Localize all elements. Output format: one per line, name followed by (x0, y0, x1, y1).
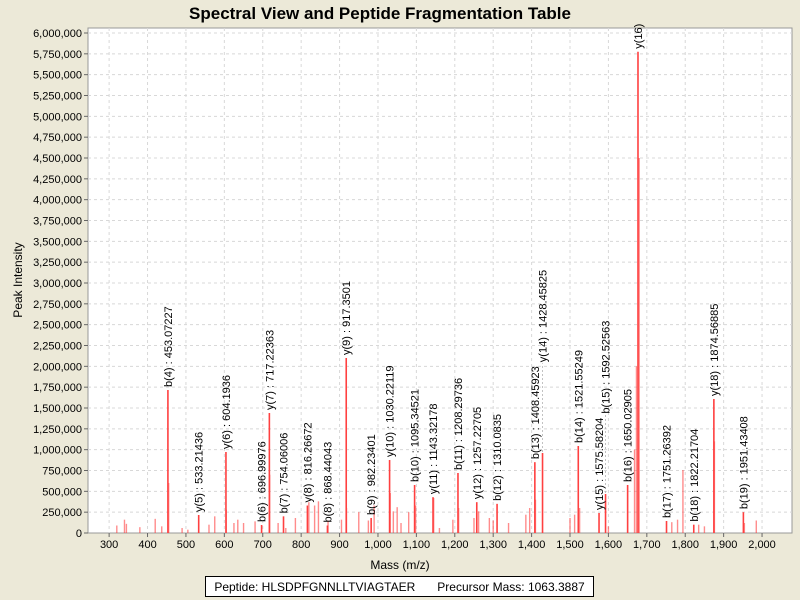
peak-annotation: b(12) : 1310.0835 (492, 414, 504, 501)
y-tick-label: 2,000,000 (33, 361, 82, 373)
peptide-sequence: Peptide: HLSDPFGNNLLTVIAGTAER (214, 579, 416, 594)
y-tick-label: 4,750,000 (33, 132, 82, 144)
y-tick-label: 2,250,000 (33, 341, 82, 353)
peak-annotation: b(16) : 1650.02905 (623, 389, 635, 482)
x-tick-label: 1,300 (479, 539, 507, 551)
y-tick-label: 4,250,000 (33, 174, 82, 186)
y-tick-label: 6,000,000 (33, 28, 82, 40)
peak-labels: b(4) : 453.07227 y(5) : 533.21436 y(6) : 6… (163, 24, 750, 523)
chart-title: Spectral View and Peptide Fragmentation … (189, 4, 571, 23)
peak-annotation: y(12) : 1257.22705 (472, 407, 484, 499)
peak-annotation: b(13) : 1408.45923 (530, 366, 542, 459)
y-tick-label: 3,500,000 (33, 236, 82, 248)
x-tick-label: 1,500 (556, 539, 584, 551)
y-tick-label: 3,250,000 (33, 257, 82, 269)
y-tick-label: 2,750,000 (33, 299, 82, 311)
x-tick-label: 1,200 (441, 539, 469, 551)
grid (88, 28, 792, 533)
y-tick-label: 500,000 (42, 486, 82, 498)
x-tick-label: 1,600 (595, 539, 623, 551)
peak-annotation: y(5) : 533.21436 (194, 432, 206, 512)
x-tick-label: 1,700 (633, 539, 661, 551)
peak-annotation: b(15) : 1592.52563 (601, 321, 613, 414)
x-tick-label: 300 (100, 539, 118, 551)
y-tick-label: 0 (76, 528, 82, 540)
x-tick-label: 500 (177, 539, 195, 551)
peak-annotation: b(9) : 982.23401 (366, 434, 378, 515)
y-tick-label: 5,250,000 (33, 91, 82, 103)
axes: 0 250,000 500,000 750,000 1,000,000 1,250,000… (33, 28, 776, 551)
x-tick-label: 400 (138, 539, 156, 551)
x-tick-label: 1,800 (671, 539, 699, 551)
x-tick-label: 1,400 (518, 539, 546, 551)
y-tick-label: 1,500,000 (33, 403, 82, 415)
y-tick-label: 1,250,000 (33, 424, 82, 436)
x-axis-label: Mass (m/z) (370, 558, 429, 572)
y-tick-label: 2,500,000 (33, 320, 82, 332)
x-tick-label: 1,100 (403, 539, 431, 551)
y-tick-label: 1,000,000 (33, 445, 82, 457)
y-tick-label: 3,750,000 (33, 216, 82, 228)
y-tick-label: 5,750,000 (33, 49, 82, 61)
peak-annotation: b(7) : 754.06006 (279, 433, 291, 514)
y-axis-label: Peak Intensity (11, 242, 25, 317)
y-tick-label: 4,500,000 (33, 153, 82, 165)
y-tick-label: 3,000,000 (33, 278, 82, 290)
peak-annotation: y(8) : 816.26672 (302, 422, 314, 502)
peak-annotation: b(4) : 453.07227 (163, 306, 175, 387)
peak-annotation: y(11) : 1143.32178 (428, 403, 440, 494)
peak-annotation: y(18) : 1874.56885 (709, 304, 721, 396)
peak-annotation: b(11) : 1208.29736 (453, 378, 465, 470)
x-tick-label: 800 (292, 539, 310, 551)
peak-annotation: y(6) : 604.1936 (221, 375, 233, 449)
peak-annotation: b(6) : 696.99976 (257, 441, 269, 522)
y-tick-label: 1,750,000 (33, 382, 82, 394)
peak-annotation: b(19) : 1951.43408 (738, 416, 750, 509)
peak-annotation: y(7) : 717.22363 (264, 330, 276, 410)
y-tick-label: 4,000,000 (33, 195, 82, 207)
y-tick-label: 5,000,000 (33, 111, 82, 123)
x-tick-label: 1,000 (364, 539, 392, 551)
peaks (116, 51, 757, 533)
x-tick-label: 2,000 (748, 539, 776, 551)
peak-annotation: b(17) : 1751.26392 (662, 425, 674, 518)
x-tick-label: 700 (254, 539, 272, 551)
y-tick-label: 750,000 (42, 466, 82, 478)
peak-annotation: y(16) (633, 24, 645, 49)
peak-annotation: y(10) : 1030.22119 (385, 365, 397, 457)
x-tick-label: 1,900 (710, 539, 738, 551)
peak-annotation: b(10) : 1095.34521 (410, 389, 422, 482)
peak-annotation: b(8) : 868.44043 (322, 442, 334, 523)
x-tick-label: 900 (330, 539, 348, 551)
peak-annotation: y(14) : 1428.45825 (538, 270, 550, 362)
y-tick-label: 250,000 (42, 507, 82, 519)
legend-box: Peptide: HLSDPFGNNLLTVIAGTAER Precursor … (205, 576, 594, 597)
peak-annotation: b(18) : 1822.21704 (689, 429, 701, 522)
peak-annotation: b(14) : 1521.55249 (573, 350, 585, 443)
peak-annotation: y(15) : 1575.58204 (594, 418, 606, 510)
precursor-mass: Precursor Mass: 1063.3887 (437, 579, 585, 594)
peak-annotation: y(9) : 917.3501 (341, 281, 353, 355)
y-tick-label: 5,500,000 (33, 70, 82, 82)
plot-area (87, 27, 793, 534)
x-tick-label: 600 (215, 539, 233, 551)
